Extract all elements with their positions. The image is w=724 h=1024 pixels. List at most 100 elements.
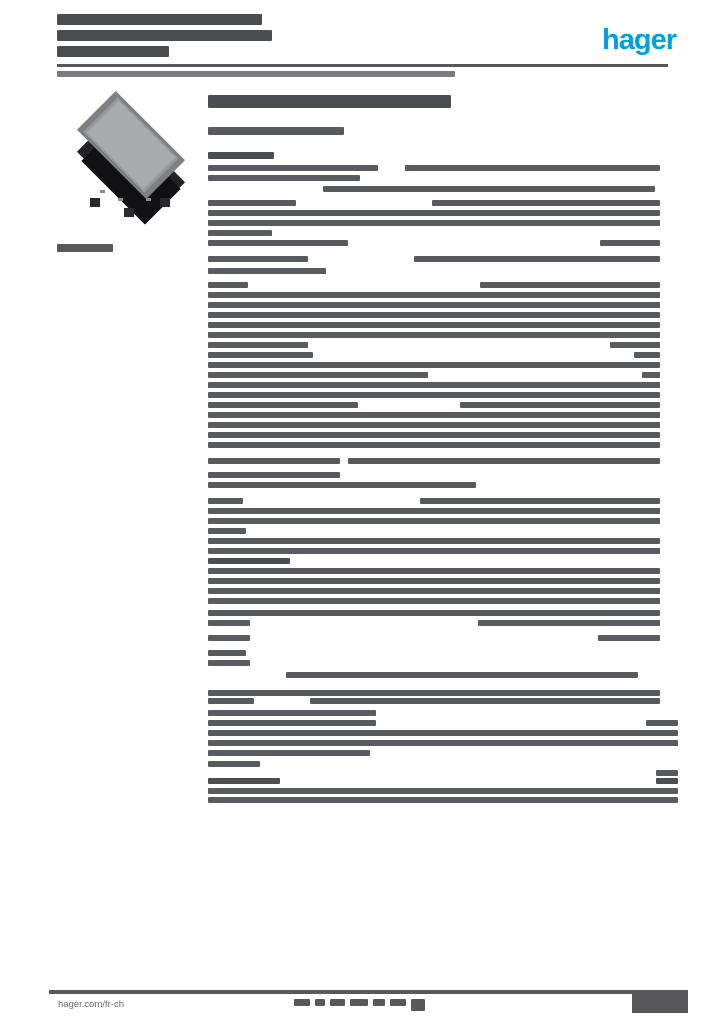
spec-row — [208, 720, 678, 728]
spec-row — [208, 672, 678, 680]
redacted-text-line — [208, 292, 660, 298]
footer-url-box: hager.com/fr-ch — [55, 995, 169, 1021]
redacted-text-line — [208, 610, 660, 616]
redacted-text-line — [208, 528, 246, 534]
spec-row — [208, 165, 678, 173]
spec-row — [208, 220, 678, 228]
spec-row — [208, 332, 678, 340]
footer-divider — [49, 990, 688, 994]
redacted-text-line — [208, 660, 250, 666]
spec-row — [208, 635, 678, 643]
redacted-title-line — [57, 14, 262, 25]
spec-row — [208, 750, 678, 758]
redacted-text-line — [208, 432, 660, 438]
spec-row — [208, 598, 678, 606]
redacted-text-line — [208, 578, 660, 584]
redacted-text-line — [598, 635, 660, 641]
spec-row — [208, 422, 678, 430]
header-divider — [57, 64, 668, 67]
spec-row — [208, 372, 678, 380]
redacted-text-line — [208, 165, 378, 171]
redacted-text-line — [414, 256, 660, 262]
spec-row — [208, 392, 678, 400]
spec-row — [208, 620, 678, 628]
spec-row — [208, 186, 678, 194]
redacted-text-line — [208, 698, 254, 704]
redacted-text-line — [208, 598, 660, 604]
spec-row — [208, 482, 678, 490]
redacted-text-line — [646, 720, 678, 726]
redacted-title-line — [57, 30, 272, 41]
redacted-text-line — [208, 322, 660, 328]
footer-url-link[interactable]: hager.com/fr-ch — [58, 999, 124, 1010]
redacted-text-line — [208, 650, 246, 656]
spec-row — [208, 458, 678, 466]
spec-row — [208, 402, 678, 410]
spec-row — [208, 268, 678, 276]
spec-row — [208, 610, 678, 618]
spec-row — [208, 518, 678, 526]
redacted-text-line — [208, 498, 243, 504]
spec-row — [208, 548, 678, 556]
spec-table — [208, 0, 678, 830]
terminal-detail — [118, 198, 123, 201]
spec-row — [208, 761, 678, 769]
redacted-text-line — [208, 230, 272, 236]
redacted-text-line — [656, 770, 678, 776]
redacted-text-line — [208, 568, 660, 574]
spec-row — [208, 127, 678, 135]
spec-row — [208, 342, 678, 350]
redacted-text-line — [208, 302, 660, 308]
redacted-text-line — [208, 690, 660, 696]
redacted-text-line — [208, 127, 344, 135]
spec-row — [208, 650, 678, 658]
redacted-text-line — [634, 352, 660, 358]
cert-icon — [294, 999, 310, 1006]
redacted-text-line — [420, 498, 660, 504]
product-title-redacted — [57, 14, 357, 64]
spec-row — [208, 660, 678, 668]
redacted-text-line — [208, 412, 660, 418]
page-number-tab — [632, 990, 688, 1013]
spec-row — [208, 302, 678, 310]
redacted-text-line — [208, 797, 678, 803]
redacted-text-line — [208, 95, 451, 108]
spec-row — [208, 578, 678, 586]
cert-icon — [350, 999, 368, 1006]
spec-row — [208, 442, 678, 450]
redacted-text-line — [208, 220, 660, 226]
spec-row — [208, 352, 678, 360]
redacted-text-line — [478, 620, 660, 626]
redacted-title-line — [57, 46, 169, 57]
spec-row — [208, 412, 678, 420]
redacted-text-line — [208, 508, 660, 514]
redacted-text-line — [208, 152, 274, 159]
redacted-text-line — [405, 165, 660, 171]
redacted-text-line — [208, 402, 358, 408]
redacted-text-line — [610, 342, 660, 348]
redacted-text-line — [208, 710, 376, 716]
cert-icon — [373, 999, 385, 1006]
redacted-text-line — [323, 186, 655, 192]
hager-logo: hager — [602, 24, 677, 56]
redacted-text-line — [208, 518, 660, 524]
redacted-text-line — [208, 175, 360, 181]
redacted-text-line — [208, 362, 660, 368]
spec-row — [208, 152, 678, 160]
redacted-text-line — [208, 740, 678, 746]
spec-row — [208, 698, 678, 706]
redacted-text-line — [208, 538, 660, 544]
spec-row — [208, 730, 678, 738]
spec-row — [208, 95, 678, 108]
product-foot — [124, 208, 134, 217]
redacted-text-line — [208, 422, 660, 428]
spec-row — [208, 256, 678, 264]
redacted-text-line — [208, 268, 326, 274]
spec-row — [208, 240, 678, 248]
terminal-detail — [146, 198, 151, 201]
spec-row — [208, 690, 678, 698]
redacted-text-line — [208, 761, 260, 767]
redacted-text-line — [208, 620, 250, 626]
spec-row — [208, 210, 678, 218]
